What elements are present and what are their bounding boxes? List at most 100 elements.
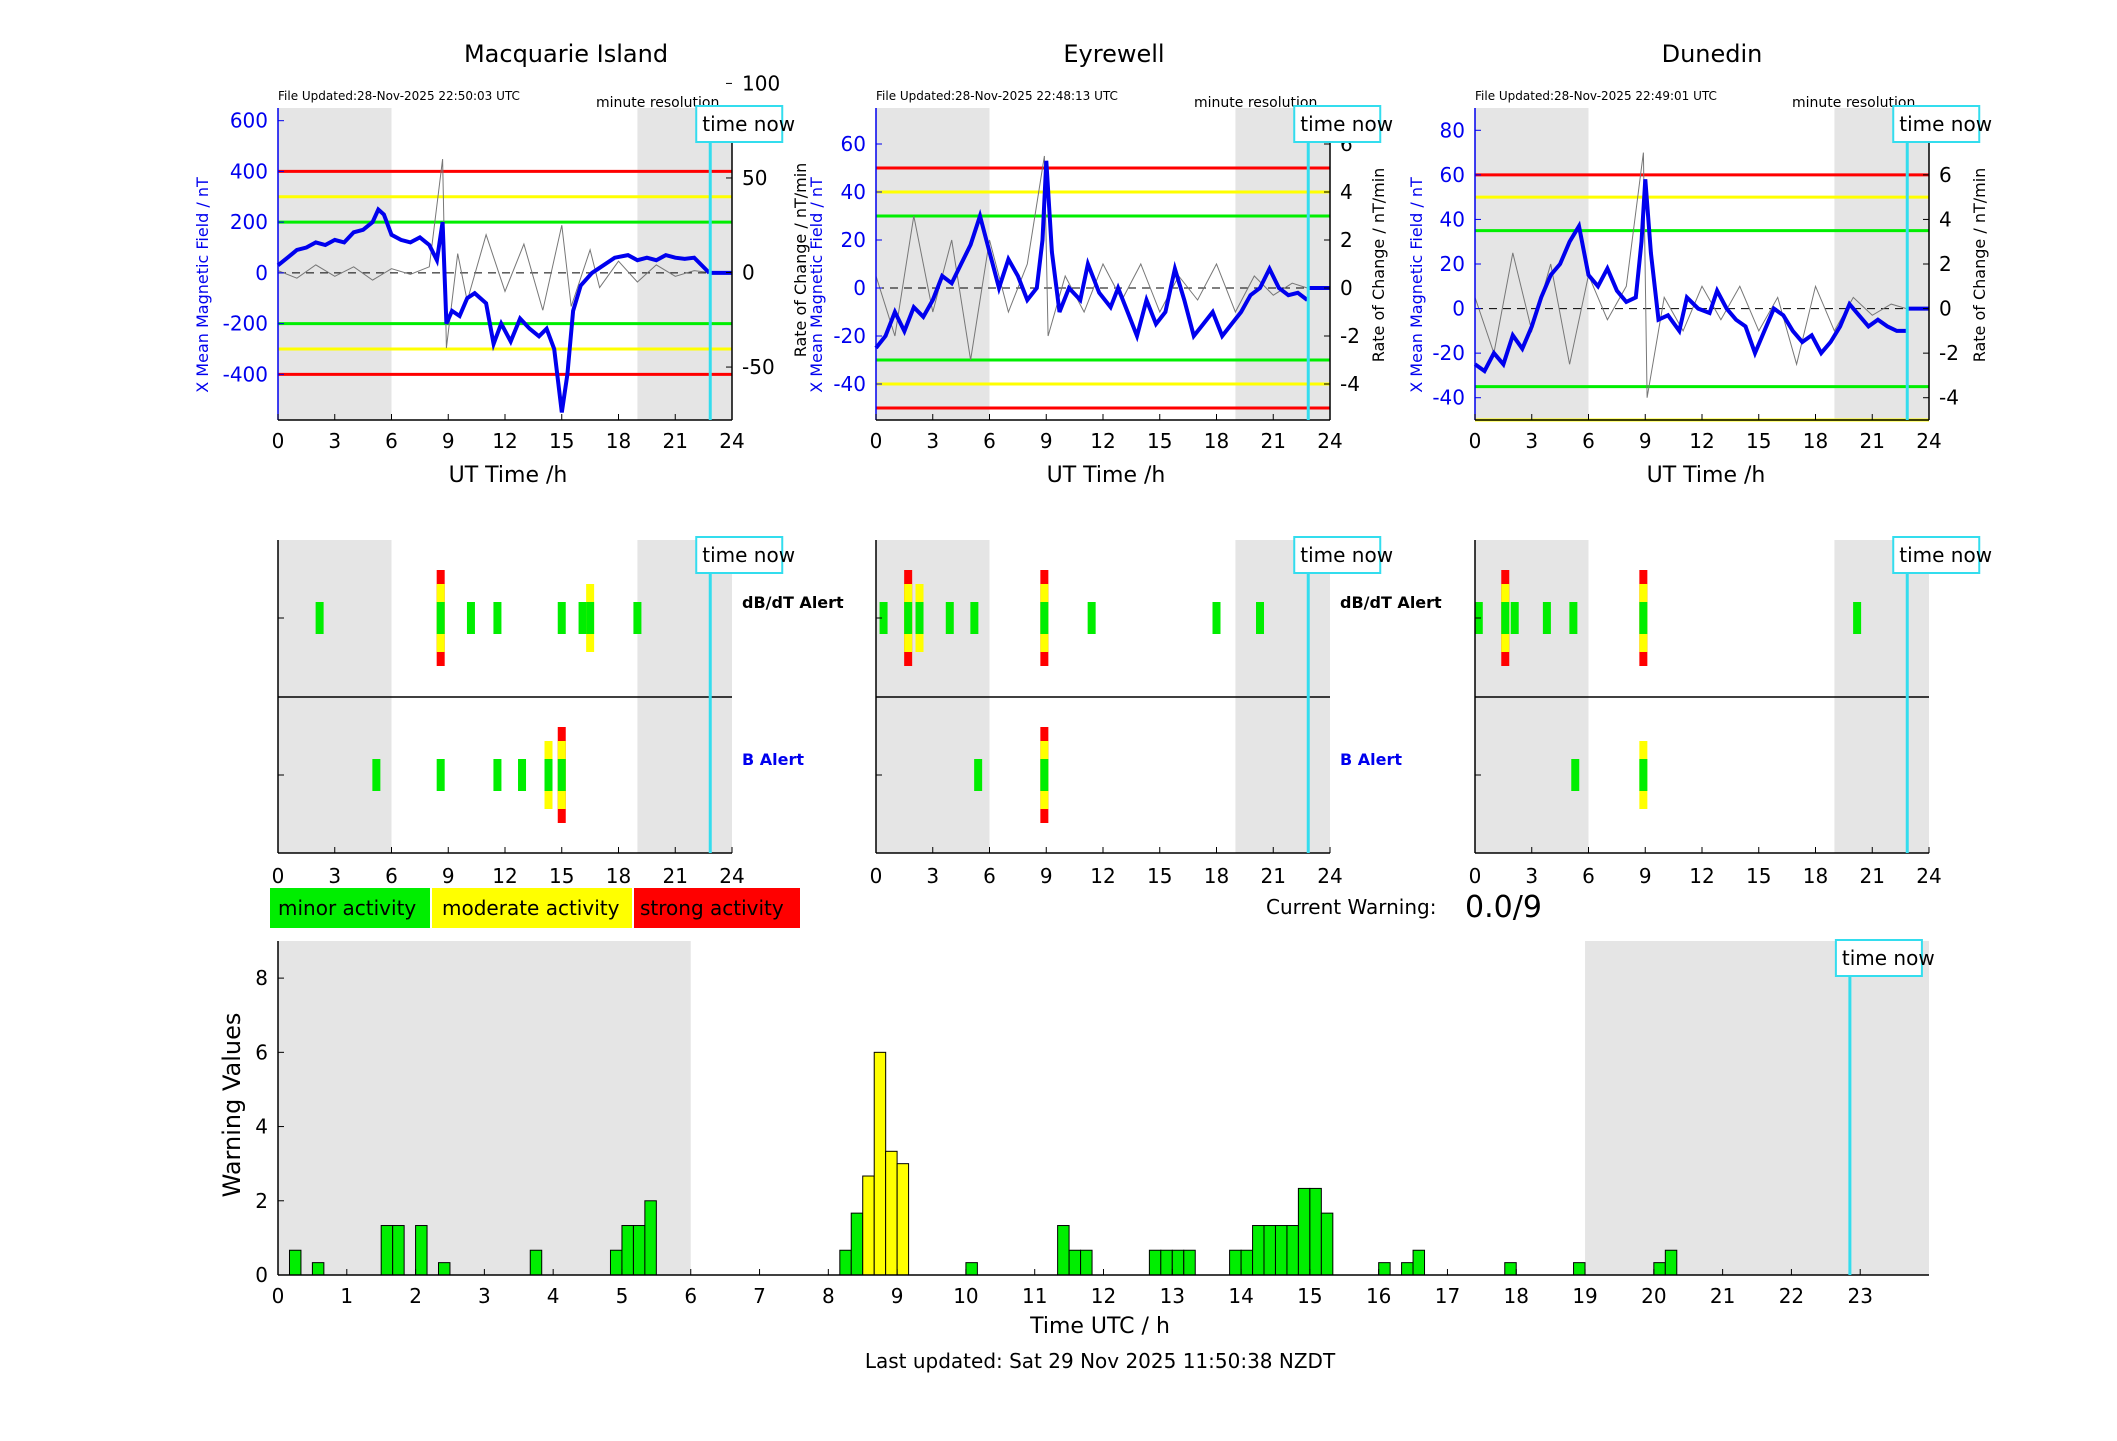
warning-bar: [862, 1175, 875, 1276]
left-tick-label: 600: [230, 109, 268, 133]
warning-bar: [437, 1262, 451, 1276]
dbdt-alert-mark-green: [1639, 602, 1648, 634]
legend-strong: strong activity: [640, 896, 784, 920]
warning-bar: [1252, 1225, 1265, 1276]
time-now-label-box: [1892, 536, 1981, 574]
station-title-eyrewell: Eyrewell: [1063, 40, 1164, 68]
x-tick-label: 9: [1040, 429, 1053, 453]
x-tick-label: 3: [1525, 429, 1538, 453]
left-tick-label: 60: [1440, 163, 1465, 187]
warning-bar: [1504, 1262, 1517, 1276]
x-tick-label: 0: [1469, 864, 1482, 888]
x-tick-label: 9: [1040, 864, 1053, 888]
warning-bar: [1412, 1249, 1426, 1276]
right-tick-label: 4: [1340, 180, 1353, 204]
dbdt-alert-mark-green: [1212, 602, 1221, 634]
b-alert-mark-green: [493, 759, 502, 791]
warning-bar: [850, 1212, 864, 1276]
warning-bar: [1309, 1187, 1322, 1276]
x-tick-label: 1: [340, 1284, 353, 1308]
dbdt-alert-mark-green: [557, 602, 566, 634]
warning-bar: [632, 1225, 646, 1276]
ylabel-right-macquarie: Rate of Change / nT/min: [791, 163, 810, 358]
x-tick-label: 19: [1572, 1284, 1597, 1308]
x-tick-label: 6: [1582, 864, 1595, 888]
warning-bar: [392, 1225, 405, 1276]
night-shade: [876, 108, 990, 420]
time-now-label-box: [695, 536, 784, 574]
right-tick-label: 100: [742, 71, 780, 95]
left-tick-label: -400: [223, 362, 268, 386]
warning-bar: [1286, 1225, 1299, 1276]
ylabel-left-dunedin: X Mean Magnetic Field / nT: [1407, 177, 1426, 393]
time-now-label-box: [1293, 105, 1382, 143]
warning-bar: [621, 1225, 634, 1276]
x-tick-label: 0: [870, 864, 883, 888]
x-tick-label: 5: [616, 1284, 629, 1308]
warning-bar: [1297, 1187, 1311, 1276]
night-shade: [278, 941, 691, 1275]
x-tick-label: 18: [1204, 429, 1229, 453]
x-tick-label: 12: [1091, 1284, 1116, 1308]
dbdt-alert-mark-green: [436, 602, 445, 634]
warning-bar: [1171, 1249, 1185, 1276]
right-tick-label: 50: [742, 166, 767, 190]
x-tick-label: 21: [1860, 429, 1885, 453]
dbdt-alert-mark-green: [945, 602, 954, 634]
x-tick-label: 8: [822, 1284, 835, 1308]
left-tick-label: 20: [841, 228, 866, 252]
x-tick-label: 7: [753, 1284, 766, 1308]
left-tick-label: 0: [1452, 297, 1465, 321]
x-tick-label: 13: [1160, 1284, 1185, 1308]
dbdt-alert-mark-green: [1087, 602, 1096, 634]
dbdt-alert-mark-green: [1501, 602, 1510, 634]
night-shade: [278, 108, 392, 420]
warning-xlabel: Time UTC / h: [1029, 1314, 1170, 1339]
file-updated-macquarie: File Updated:28-Nov-2025 22:50:03 UTC: [278, 89, 520, 103]
xlabel-macquarie: UT Time /h: [449, 463, 568, 488]
x-field-line: [874, 160, 1309, 350]
left-tick-label: 40: [1440, 207, 1465, 231]
xlabel-eyrewell: UT Time /h: [1047, 463, 1166, 488]
dbdt-label-macquarie: dB/dT Alert: [742, 593, 844, 612]
x-tick-label: 6: [684, 1284, 697, 1308]
x-tick-label: 9: [442, 429, 455, 453]
time-now-label-box: [1293, 536, 1382, 574]
x-tick-label: 21: [1860, 864, 1885, 888]
activity-legend: minor activity moderate activity strong …: [270, 888, 800, 928]
x-tick-label: 24: [1916, 429, 1941, 453]
right-tick-label: 0: [1939, 297, 1952, 321]
warning-bar: [1229, 1249, 1242, 1276]
x-tick-label: 24: [1317, 864, 1342, 888]
station-title-dunedin: Dunedin: [1662, 40, 1763, 68]
warning-ylabel: Warning Values: [218, 1013, 246, 1198]
ylabel-right-eyrewell: Rate of Change / nT/min: [1369, 168, 1388, 363]
x-tick-label: 6: [983, 429, 996, 453]
dbdt-alert-mark-green: [315, 602, 324, 634]
x-tick-label: 18: [1204, 864, 1229, 888]
left-tick-label: -40: [1432, 386, 1465, 410]
x-field-line: [276, 206, 711, 413]
warning-bar: [380, 1225, 394, 1276]
x-tick-label: 12: [492, 864, 517, 888]
left-tick-label: 60: [841, 132, 866, 156]
x-tick-label: 21: [663, 864, 688, 888]
x-tick-label: 21: [663, 429, 688, 453]
x-tick-label: 0: [272, 864, 285, 888]
warning-bar: [1148, 1249, 1162, 1276]
right-tick-label: -4: [1340, 372, 1360, 396]
night-shade: [1834, 108, 1929, 420]
x-tick-label: 21: [1261, 864, 1286, 888]
x-tick-label: 15: [549, 429, 574, 453]
b-alert-mark-green: [1639, 759, 1648, 791]
x-tick-label: 20: [1641, 1284, 1666, 1308]
x-tick-label: 21: [1710, 1284, 1735, 1308]
warning-bar: [1080, 1249, 1093, 1276]
x-tick-label: 18: [1803, 864, 1828, 888]
dbdt-alert-mark-green: [1542, 602, 1551, 634]
x-tick-label: 6: [385, 429, 398, 453]
dbdt-alert-mark-green: [586, 602, 595, 634]
x-tick-label: 12: [1090, 864, 1115, 888]
